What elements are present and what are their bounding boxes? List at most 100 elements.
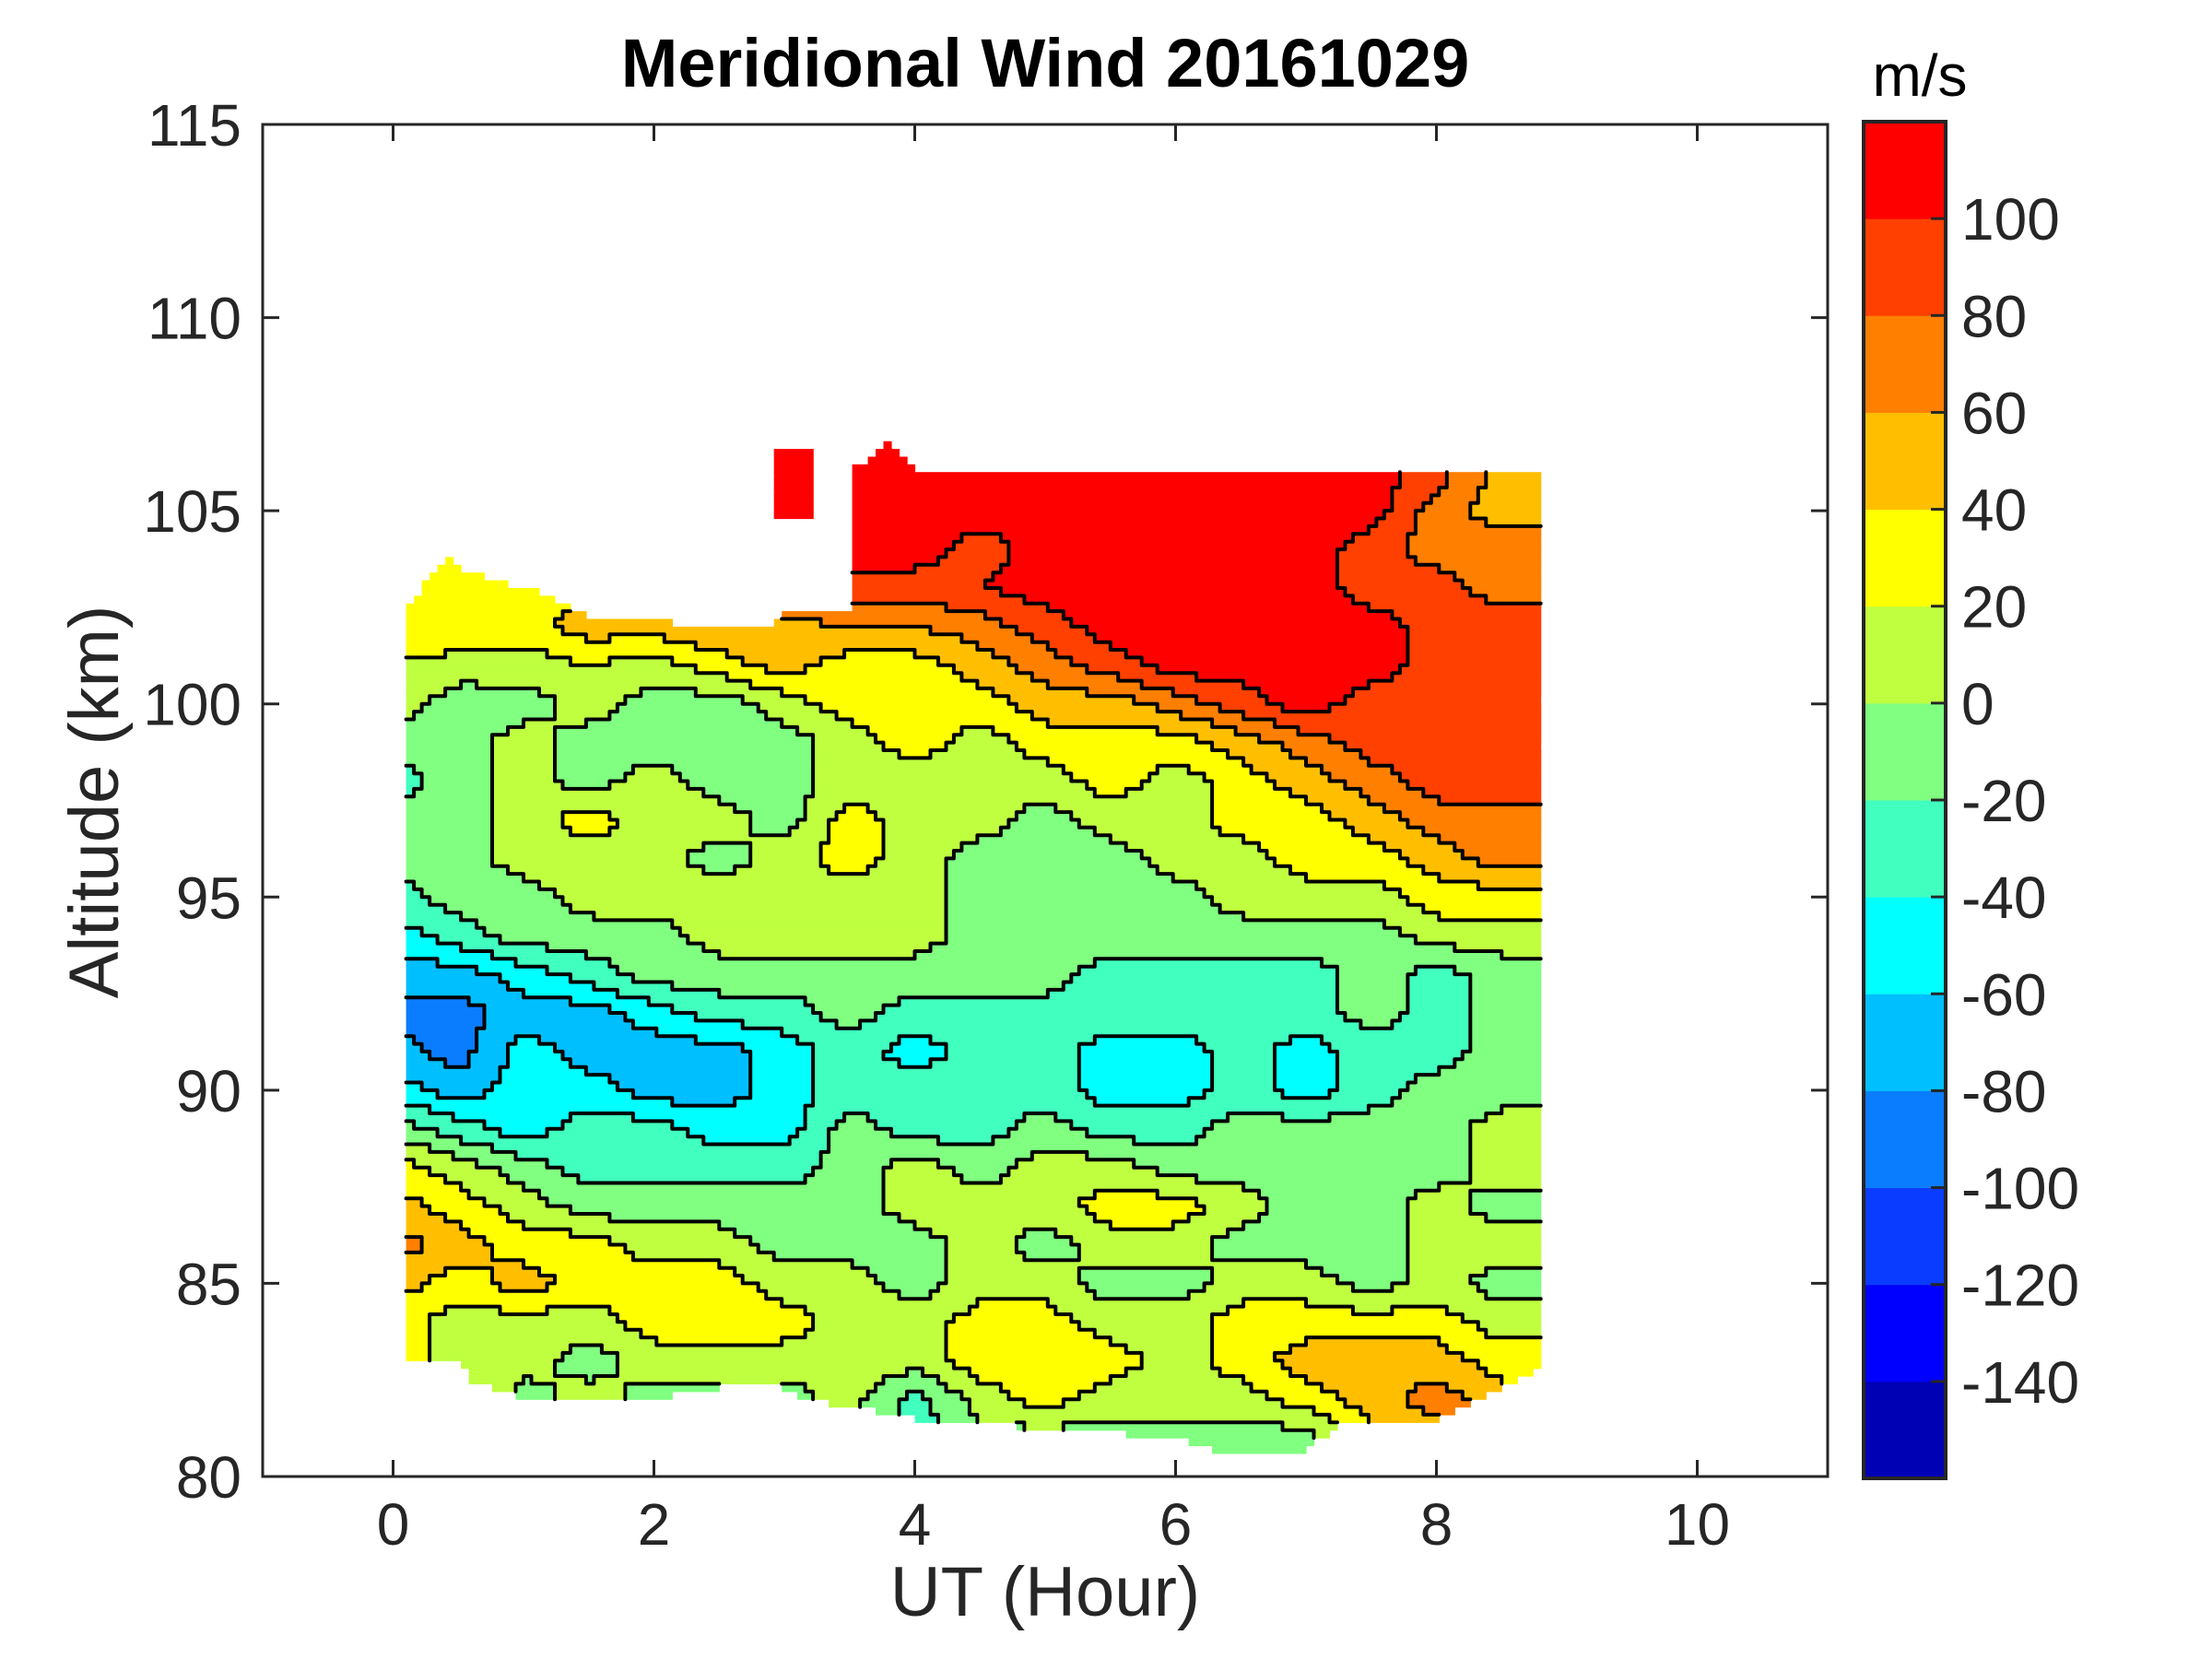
field-cell (515, 1036, 540, 1045)
field-cell (1486, 595, 1542, 605)
field-cell (609, 634, 665, 643)
field-cell (852, 495, 1393, 504)
field-cell (1337, 997, 1408, 1006)
colorbar-band (1864, 412, 1946, 511)
field-cell (1360, 1406, 1424, 1416)
field-cell (1063, 1422, 1284, 1431)
field-cell (406, 1167, 430, 1176)
field-cell (1407, 1198, 1471, 1207)
field-cell (930, 943, 1455, 952)
field-cell (946, 1337, 1112, 1347)
field-cell (993, 650, 1056, 658)
field-cell (1087, 1089, 1206, 1099)
field-cell (797, 726, 869, 735)
field-cell (445, 1059, 470, 1068)
field-cell (1470, 1198, 1542, 1207)
field-cell (876, 1383, 947, 1393)
field-cell (1204, 1283, 1354, 1292)
field-cell (1368, 796, 1440, 806)
field-cell (492, 1252, 634, 1261)
field-cell (1078, 1252, 1213, 1261)
field-cell (899, 750, 932, 759)
field-cell (406, 1329, 430, 1338)
y-tick-label: 110 (147, 286, 241, 352)
field-cell (1407, 1267, 1487, 1277)
field-cell (406, 1190, 470, 1199)
field-cell (688, 858, 751, 867)
field-cell (1212, 1337, 1307, 1347)
field-cell (1368, 1414, 1440, 1423)
field-cell (484, 1121, 563, 1130)
field-cell (703, 788, 814, 797)
field-cell (406, 1252, 493, 1261)
field-cell (1243, 1376, 1307, 1384)
y-axis: 80 85 90 95 100 105 110 115 (143, 92, 1828, 1511)
field-cell (977, 835, 1112, 844)
field-cell (1399, 1089, 1542, 1099)
colorbar-unit-label: m/s (1872, 42, 1967, 109)
field-cell (836, 1020, 861, 1030)
field-cell (406, 765, 415, 774)
field-cell (632, 1252, 775, 1261)
field-cell (813, 1066, 1080, 1076)
field-cell (1228, 1229, 1408, 1238)
field-cell (1462, 1051, 1542, 1060)
field-cell (1470, 989, 1542, 998)
field-cell (406, 1144, 430, 1153)
field-cell (406, 1028, 477, 1037)
y-tick-label: 105 (143, 478, 241, 545)
field-cell (946, 927, 1401, 936)
field-cell (867, 865, 947, 875)
field-cell (867, 1113, 1025, 1122)
field-cell (1407, 1229, 1542, 1238)
field-cell (735, 804, 806, 813)
field-cell (1016, 703, 1159, 712)
field-cell (555, 742, 814, 751)
field-cell (1462, 851, 1542, 859)
field-cell (1368, 680, 1542, 689)
field-cell (1329, 735, 1542, 744)
colorbar-tick-label: 60 (1961, 380, 2027, 446)
field-cell (641, 688, 697, 697)
field-cell (406, 1182, 462, 1192)
field-cell (1078, 1244, 1213, 1253)
field-cell (484, 1005, 610, 1014)
field-cell (938, 657, 1009, 666)
field-cell (515, 1151, 822, 1160)
field-cell (1008, 541, 1347, 550)
field-cell (1219, 827, 1354, 836)
field-cell (406, 788, 415, 797)
field-cell (1392, 488, 1440, 496)
field-cell (930, 750, 1025, 759)
field-cell (805, 1105, 1370, 1114)
field-cell (1078, 1075, 1213, 1084)
field-cell (1087, 1206, 1206, 1215)
field-cell (1313, 1430, 1331, 1439)
field-cell (406, 959, 439, 968)
field-cell (782, 1337, 947, 1347)
field-cell (1392, 1283, 1479, 1292)
field-cell (547, 1306, 610, 1315)
field-cell (445, 1214, 509, 1222)
field-cell (1024, 1399, 1065, 1408)
field-cell (1345, 1013, 1401, 1021)
field-cell (1477, 488, 1542, 496)
field-cell (899, 1290, 932, 1300)
field-cell (1016, 665, 1088, 674)
field-cell (406, 819, 493, 829)
field-cell (421, 1244, 493, 1253)
field-cell (1446, 479, 1487, 488)
field-cell (1470, 1013, 1542, 1021)
field-cell (883, 842, 962, 852)
field-cell (594, 982, 673, 991)
field-cell (1415, 935, 1542, 945)
field-cell (1399, 1013, 1471, 1021)
field-cell (813, 1391, 869, 1400)
field-cell (406, 881, 415, 890)
field-cell (1141, 1360, 1213, 1370)
field-cell (953, 1314, 1072, 1323)
field-cell (562, 611, 587, 620)
field-cell (750, 680, 978, 689)
field-cell (1024, 595, 1354, 605)
field-cell (961, 1175, 1002, 1184)
